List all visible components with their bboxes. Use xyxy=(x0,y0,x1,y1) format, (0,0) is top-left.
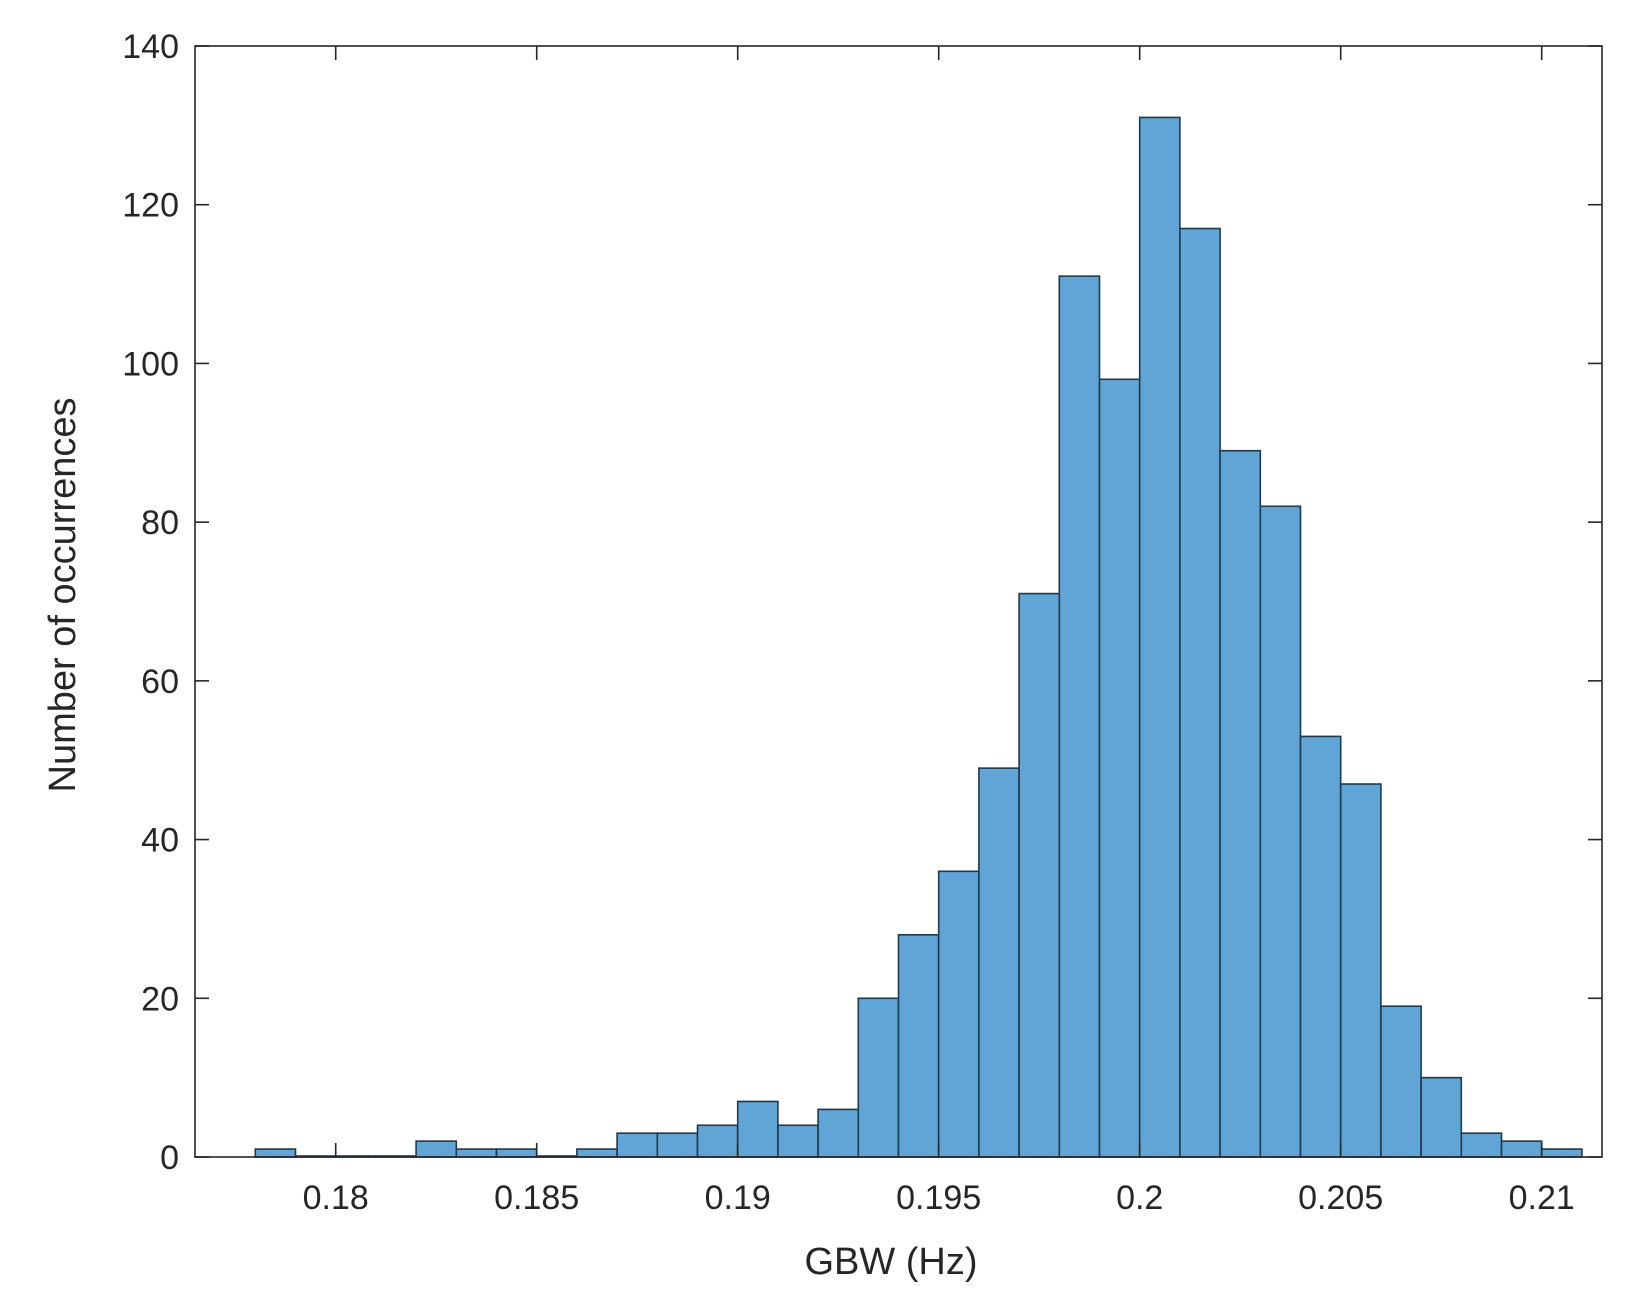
histogram-bar xyxy=(897,933,940,1158)
histogram-bar xyxy=(1420,1076,1463,1158)
axes-box xyxy=(194,45,1603,1158)
y-tick-label: 120 xyxy=(122,187,179,225)
histogram-bar xyxy=(656,1132,699,1158)
histogram-bar xyxy=(696,1124,739,1158)
histogram-bar xyxy=(1500,1140,1543,1158)
histogram-bar xyxy=(1540,1148,1583,1158)
histogram-bar xyxy=(817,1108,860,1158)
x-tick-label: 0.21 xyxy=(1509,1179,1575,1217)
histogram-bar xyxy=(978,767,1020,1158)
histogram-bar xyxy=(1138,116,1181,1158)
x-tick-label: 0.185 xyxy=(494,1179,579,1217)
y-tick-label: 40 xyxy=(141,822,179,860)
x-tick-label: 0.19 xyxy=(705,1179,771,1217)
histogram-bar xyxy=(1219,449,1262,1158)
histogram-bar xyxy=(1380,1005,1422,1158)
x-tick-label: 0.195 xyxy=(896,1179,981,1217)
y-axis-label: Number of occurrences xyxy=(42,398,84,793)
x-axis-ticks: 0.18 0.185 0.19 0.195 0.2 0.205 0.21 xyxy=(303,46,1575,1217)
y-tick-label: 140 xyxy=(122,28,179,66)
histogram-bar xyxy=(1018,592,1061,1158)
histogram-bar xyxy=(455,1148,498,1158)
histogram-bar xyxy=(1179,227,1221,1158)
histogram-bar xyxy=(1299,735,1342,1158)
histogram-bar xyxy=(857,997,900,1158)
histogram-bar xyxy=(1058,275,1101,1158)
histogram-bar xyxy=(1259,505,1302,1158)
histogram-bar xyxy=(616,1132,659,1158)
histogram-bar xyxy=(1098,378,1141,1158)
x-tick-label: 0.18 xyxy=(303,1179,369,1217)
y-tick-label: 60 xyxy=(141,663,179,701)
y-tick-label: 100 xyxy=(122,345,179,383)
histogram-bar xyxy=(415,1140,458,1158)
histogram-bar xyxy=(736,1100,779,1158)
histogram-bar xyxy=(495,1148,538,1158)
y-axis-ticks: 0 20 40 60 80 100 120 140 xyxy=(122,28,1602,1177)
histogram-bar xyxy=(777,1124,819,1158)
x-tick-label: 0.205 xyxy=(1298,1179,1383,1217)
x-axis-label: GBW (Hz) xyxy=(804,1241,977,1283)
y-tick-label: 80 xyxy=(141,504,179,542)
bars-group xyxy=(254,116,1583,1158)
histogram-bar xyxy=(576,1148,618,1158)
histogram-bar xyxy=(1460,1132,1503,1158)
y-tick-label: 20 xyxy=(141,980,179,1018)
histogram-bar xyxy=(254,1148,297,1158)
histogram-bar xyxy=(1339,783,1382,1158)
histogram-bar xyxy=(937,870,980,1158)
y-tick-label: 0 xyxy=(160,1139,179,1177)
x-tick-label: 0.2 xyxy=(1116,1179,1163,1217)
